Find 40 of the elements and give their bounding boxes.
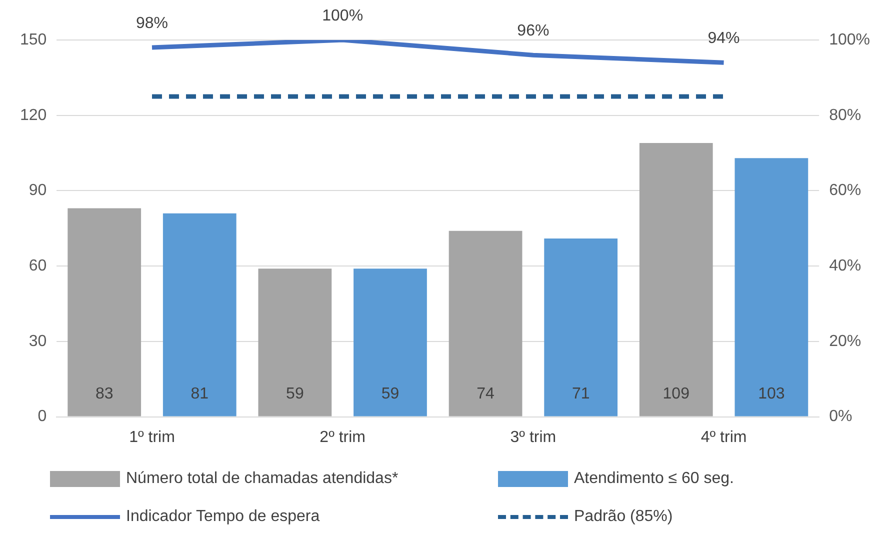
y-tick-label: 90	[28, 182, 47, 200]
y-tick-label: 120	[20, 106, 47, 124]
bar	[162, 213, 236, 416]
bar	[258, 268, 332, 416]
data-label: 83	[95, 386, 114, 403]
y2-tick-label: 100%	[829, 31, 870, 48]
bar	[68, 208, 142, 416]
data-label: 103	[758, 386, 785, 403]
x-tick-label: 1º trim	[129, 428, 175, 446]
bar	[639, 142, 713, 416]
y-tick-label: 60	[28, 257, 47, 274]
data-label: 59	[381, 386, 400, 403]
bar	[354, 268, 427, 416]
x-tick-label: 4º trim	[700, 428, 747, 446]
y2-tick-label: 60%	[829, 182, 862, 200]
data-label: 74	[476, 386, 495, 403]
legend-label: Padrão (85%)	[574, 508, 673, 526]
data-label: 94%	[708, 30, 740, 48]
legend-label: Número total de chamadas atendidas*	[126, 470, 398, 488]
y-tick-label: 150	[20, 31, 47, 48]
bar	[544, 238, 618, 416]
data-label: 109	[662, 386, 690, 403]
data-label: 71	[572, 386, 590, 403]
bar	[448, 230, 522, 416]
y2-tick-label: 80%	[829, 106, 862, 124]
y2-tick-label: 0%	[829, 408, 852, 426]
bar	[734, 158, 808, 416]
data-label: 59	[286, 386, 304, 403]
x-tick-label: 3º trim	[510, 428, 556, 446]
data-label: 100%	[322, 7, 364, 24]
legend-label: Indicador Tempo de espera	[126, 508, 320, 526]
data-label: 96%	[517, 22, 550, 40]
y-tick-label: 30	[28, 332, 47, 350]
data-label: 98%	[136, 14, 168, 32]
data-label: 81	[190, 386, 209, 403]
y2-tick-label: 40%	[829, 257, 862, 274]
y2-tick-label: 20%	[829, 332, 862, 350]
x-tick-label: 2º trim	[320, 428, 366, 446]
y-tick-label: 0	[38, 408, 47, 426]
legend-label: Atendimento ≤ 60 seg.	[574, 470, 734, 488]
